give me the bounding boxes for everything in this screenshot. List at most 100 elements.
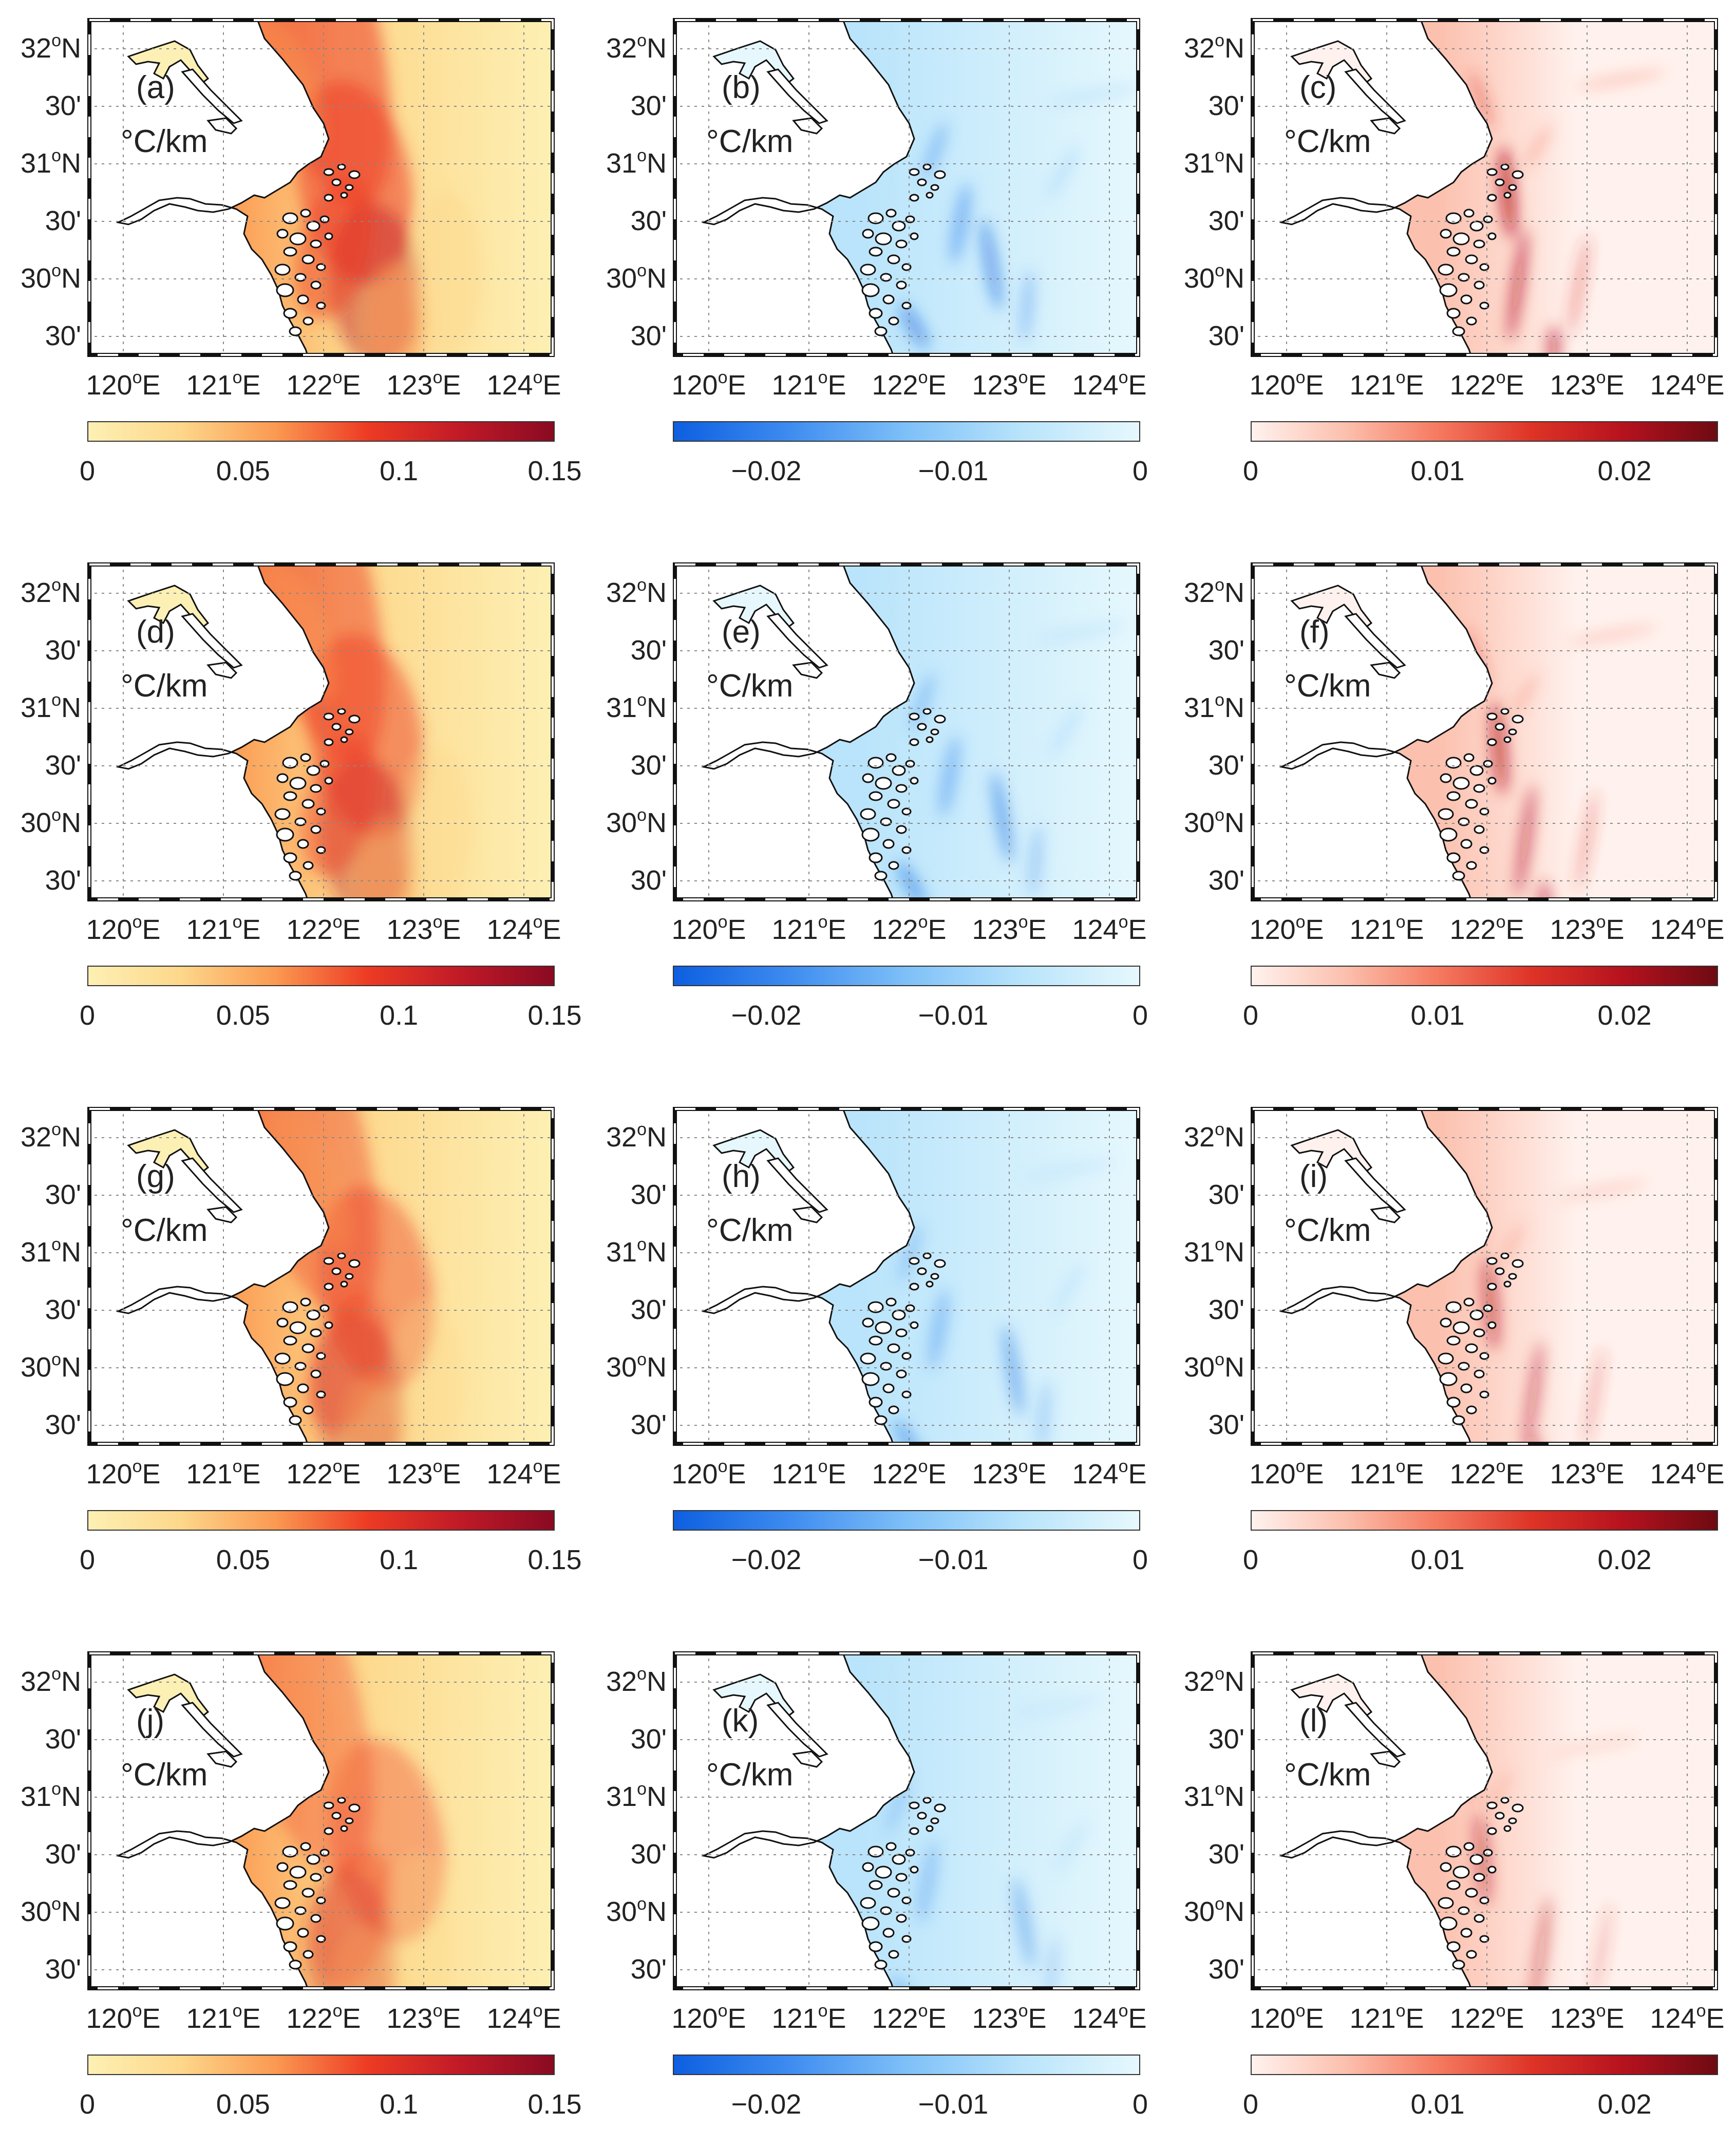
island <box>1473 239 1485 249</box>
island <box>888 1950 899 1959</box>
lat-label: 30' <box>1208 1724 1244 1755</box>
map-frame-dash <box>1252 563 1717 900</box>
island <box>887 799 900 809</box>
map-frame-dash <box>1252 1652 1717 1989</box>
graticule <box>87 562 555 901</box>
island <box>880 273 892 282</box>
gradient-streak <box>1531 1896 1551 1990</box>
lat-label: 30' <box>45 750 81 781</box>
gradient-streak <box>1508 229 1527 341</box>
island <box>885 209 897 218</box>
island <box>300 1297 311 1307</box>
island <box>875 777 892 790</box>
colorbar-tick: 0.1 <box>380 1000 419 1031</box>
coastline <box>1251 1651 1493 1990</box>
gradient-streak <box>1037 1381 1050 1446</box>
lat-label: 30' <box>1208 865 1244 896</box>
island <box>1512 1803 1524 1813</box>
colorbar-negative <box>673 421 1140 442</box>
island <box>310 1914 322 1923</box>
island <box>282 212 298 224</box>
island <box>892 1309 906 1321</box>
lon-label: 124oE <box>486 368 561 401</box>
island <box>331 1267 342 1275</box>
island <box>1446 308 1461 319</box>
lat-label: 30' <box>630 1724 667 1755</box>
island <box>324 738 334 746</box>
colorbar-tick: 0.01 <box>1410 456 1465 486</box>
gradient-streak <box>897 861 926 901</box>
gradient-streak <box>268 1108 348 1250</box>
island <box>337 1797 346 1804</box>
island <box>1512 170 1524 179</box>
island <box>766 68 828 124</box>
island <box>867 1301 884 1313</box>
lat-label: 30oN <box>606 805 667 838</box>
island <box>1439 283 1458 297</box>
gradient-streak <box>1549 1737 1640 1755</box>
island <box>1503 736 1512 743</box>
island <box>331 178 342 186</box>
island <box>283 1941 297 1952</box>
island <box>282 1845 298 1858</box>
island <box>792 117 823 135</box>
island <box>289 326 302 336</box>
island <box>896 825 907 834</box>
gradient-streak <box>1523 1341 1543 1446</box>
colorbar-tick: 0 <box>79 2089 96 2120</box>
island <box>276 827 294 842</box>
island <box>348 1803 361 1813</box>
colorbar-total <box>87 421 555 442</box>
colorbar-tick: 0 <box>79 1000 96 1031</box>
lon-label: 124oE <box>486 912 561 945</box>
island <box>766 1702 828 1758</box>
island <box>882 839 895 849</box>
colorbar-tick: −0.02 <box>731 1000 802 1031</box>
island <box>310 784 322 793</box>
map-frame-dash <box>1252 1108 1717 1445</box>
island <box>323 168 334 176</box>
colorbar-tick: 0.01 <box>1410 2089 1465 2120</box>
island <box>340 192 348 199</box>
lat-label: 30' <box>45 1954 81 1985</box>
island <box>303 1405 314 1415</box>
map-j <box>87 1651 555 1990</box>
unit-label: °C/km <box>1284 124 1371 159</box>
estuary <box>1290 1673 1373 1719</box>
island <box>1500 1252 1509 1259</box>
graticule <box>673 1107 1140 1446</box>
lon-label: 122oE <box>872 912 947 945</box>
island <box>888 1405 899 1415</box>
lon-label: 124oE <box>486 1457 561 1490</box>
colorbar-total <box>87 966 555 986</box>
unit-label: °C/km <box>121 668 208 704</box>
lon-label: 122oE <box>872 368 947 401</box>
lat-label: 32oN <box>21 31 81 64</box>
gradient-streak <box>355 819 417 901</box>
colorbar-negative <box>673 2055 1140 2075</box>
coastline <box>673 1107 915 1446</box>
island <box>895 784 908 793</box>
map-f <box>1251 562 1718 901</box>
island <box>324 1321 333 1329</box>
map-l <box>1251 1651 1718 1990</box>
island <box>926 1280 934 1288</box>
lat-label: 30' <box>1208 1954 1244 1985</box>
island <box>306 1309 320 1321</box>
island <box>324 232 333 240</box>
island <box>1466 861 1477 870</box>
gradient-streak <box>992 771 1012 863</box>
gradient-streak <box>1047 145 1079 199</box>
island <box>869 791 883 801</box>
island <box>283 1397 297 1408</box>
lon-label: 124oE <box>1072 1457 1147 1490</box>
island <box>895 239 908 249</box>
island <box>1486 1257 1498 1265</box>
colorbar-tick: −0.01 <box>918 456 989 486</box>
colorbar-tick: 0 <box>1132 1544 1148 1575</box>
island <box>297 839 309 849</box>
island <box>910 1321 919 1329</box>
island <box>1370 1750 1401 1768</box>
island <box>1452 1866 1470 1879</box>
colorbar-tick: −0.02 <box>731 2089 802 2120</box>
